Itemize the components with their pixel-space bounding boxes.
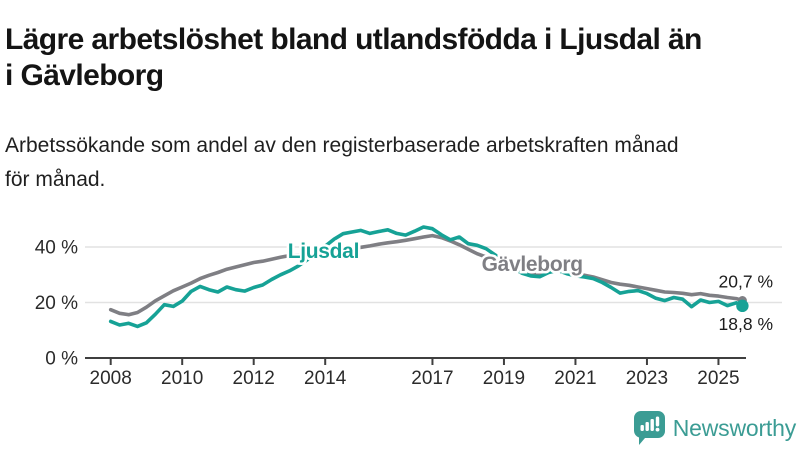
x-axis-label: 2017 — [411, 368, 453, 389]
page-title: Lägre arbetslöshet bland utlandsfödda i … — [5, 23, 702, 93]
newsworthy-branding: Newsworthy — [633, 411, 796, 445]
series-label-gvleborg: Gävleborg — [482, 253, 583, 276]
newsworthy-logo-icon — [633, 411, 665, 445]
x-axis-label: 2021 — [554, 368, 596, 389]
end-value-label-ljusdal: 18,8 % — [719, 314, 773, 334]
chart-subtitle: Arbetssökande som andel av den registerb… — [5, 134, 679, 191]
end-dot-ljusdal — [736, 299, 749, 313]
y-axis-label: 20 % — [35, 293, 78, 314]
y-axis-label: 40 % — [35, 238, 78, 259]
series-line-ljusdal — [108, 225, 745, 329]
x-axis-label: 2023 — [626, 368, 668, 389]
series-line-gvleborg — [108, 233, 745, 317]
x-axis-label: 2014 — [304, 368, 347, 389]
x-axis-label: 2012 — [233, 368, 275, 389]
end-value-label-gvleborg: 20,7 % — [719, 272, 773, 292]
series-label-ljusdal: Ljusdal — [288, 240, 359, 263]
x-axis-label: 2008 — [90, 368, 132, 389]
brand-name: Newsworthy — [672, 414, 796, 441]
unemployment-line-chart: 2008 2010 2012 2014 2017 2019 2021 2023 2025 0 % 2… — [35, 225, 782, 389]
x-axis-label: 2019 — [483, 368, 525, 389]
line-chart: 2008 2010 2012 2014 2017 2019 2021 2023 2025 0 % 2… — [0, 198, 800, 408]
y-axis-label: 0 % — [45, 349, 78, 370]
x-axis-label: 2010 — [161, 368, 203, 389]
x-axis-label: 2025 — [697, 368, 739, 389]
